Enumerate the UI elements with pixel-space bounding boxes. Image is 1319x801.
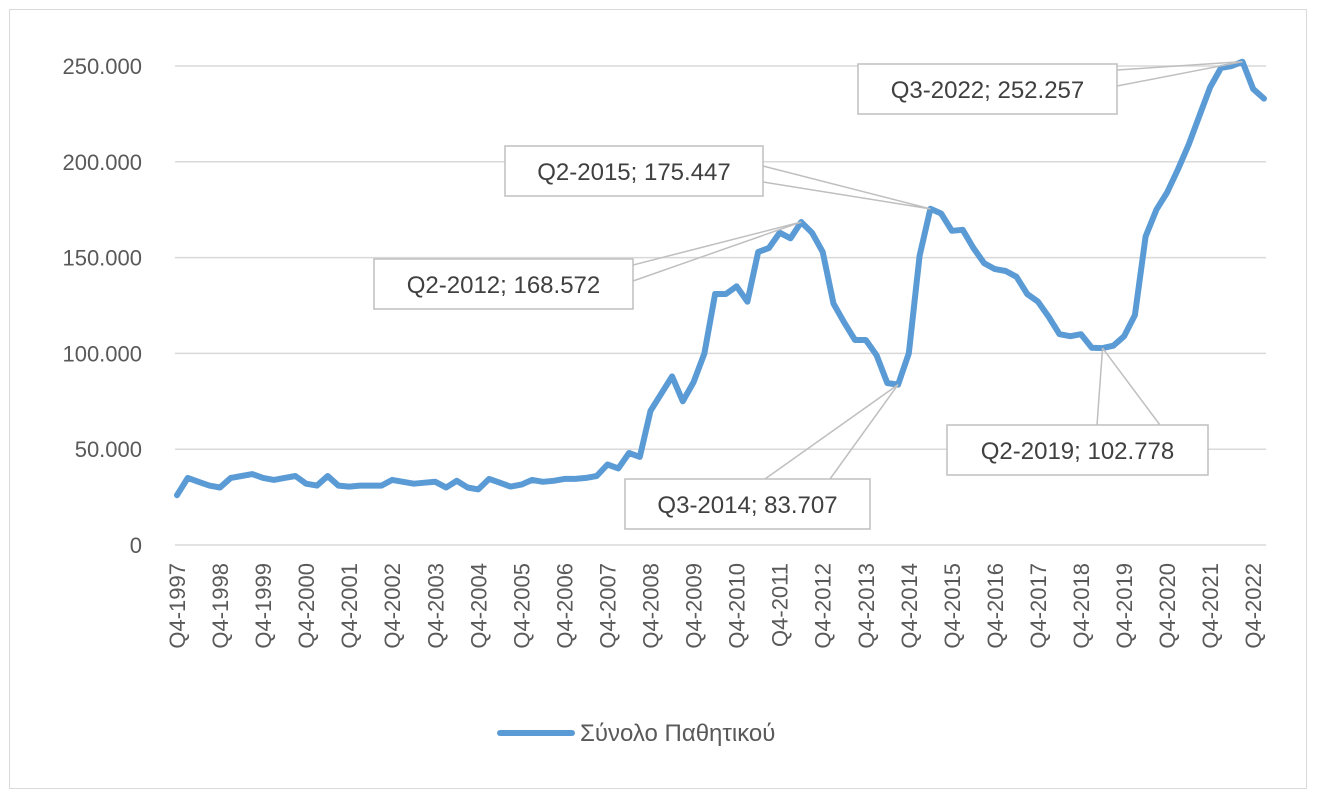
x-tick-label: Q4-2004 [466, 563, 491, 649]
x-tick-label: Q4-1998 [208, 563, 233, 649]
y-tick-label: 100.000 [62, 341, 142, 366]
x-tick-label: Q4-2021 [1198, 563, 1223, 649]
callout-leader [1096, 348, 1104, 426]
callout-box [373, 258, 634, 310]
x-tick-label: Q4-2015 [940, 563, 965, 649]
y-tick-label: 50.000 [75, 437, 142, 462]
annotations: Q3-2022; 252.257 Q2-2015; 175.447 Q2-2012;… [373, 60, 1243, 530]
x-tick-label: Q4-2000 [294, 563, 319, 649]
legend: Σύνολο Παθητικού [497, 720, 775, 747]
y-tick-label: 250.000 [62, 54, 142, 79]
x-tick-label: Q4-2005 [509, 563, 534, 649]
x-tick-label: Q4-2009 [682, 563, 707, 649]
callout-leader [1116, 60, 1243, 71]
legend-label: Σύνολο Παθητικού [580, 720, 775, 747]
series-layer [174, 58, 1267, 499]
x-tick-label: Q4-2019 [1112, 563, 1137, 649]
x-tick-label: Q4-2022 [1241, 563, 1266, 649]
x-tick-label: Q4-2008 [639, 563, 664, 649]
x-tick-label: Q4-2011 [768, 563, 793, 647]
callout-leader [762, 181, 931, 210]
y-tick-label: 200.000 [62, 150, 142, 175]
x-tick-label: Q4-2003 [423, 563, 448, 649]
x-tick-label: Q4-2017 [1026, 563, 1051, 649]
x-tick-label: Q4-2020 [1155, 563, 1180, 649]
x-tick-label: Q4-2014 [897, 563, 922, 649]
callout-leader [632, 221, 802, 266]
callout-label: Q3-2022; 252.257 [891, 77, 1085, 104]
x-tick-label: Q4-2006 [552, 563, 577, 649]
callout-box [624, 478, 871, 530]
y-tick-label: 150.000 [62, 246, 142, 271]
x-tick-label: Q4-2016 [983, 563, 1008, 649]
callout-box [857, 63, 1118, 115]
x-tick-label: Q4-2013 [854, 563, 879, 649]
callout-box [504, 145, 764, 197]
callout-leader [1116, 60, 1243, 87]
callout-label: Q2-2019; 102.778 [981, 438, 1175, 465]
x-tick-label: Q4-2002 [380, 563, 405, 649]
x-tick-label: Q4-1999 [251, 563, 276, 649]
x-tick-label: Q4-2018 [1069, 563, 1094, 649]
series-line [174, 58, 1267, 499]
callout-leader [829, 384, 899, 480]
x-tick-label: Q4-2001 [337, 563, 362, 649]
callout-label: Q2-2012; 168.572 [407, 272, 601, 299]
y-tick-label: 0 [130, 533, 142, 558]
x-tick-label: Q4-2007 [595, 563, 620, 649]
x-tick-label: Q4-2010 [725, 563, 750, 649]
callout-label: Q3-2014; 83.707 [657, 492, 837, 519]
x-axis: Q4-1997 Q4-1998 Q4-1999 Q4-2000 Q4-2001 Q4-20… [165, 563, 1266, 649]
callout-leader [764, 384, 899, 480]
callout-label: Q2-2015; 175.447 [537, 159, 731, 186]
callout-box [946, 424, 1209, 476]
callout-leader [632, 221, 802, 282]
y-axis: 0 50.000 100.000 150.000 200.000 250.000 [62, 54, 142, 558]
callout-leader [1101, 347, 1161, 426]
x-tick-label: Q4-2012 [811, 563, 836, 649]
x-tick-label: Q4-1997 [165, 563, 190, 649]
callout-leader [762, 165, 931, 210]
